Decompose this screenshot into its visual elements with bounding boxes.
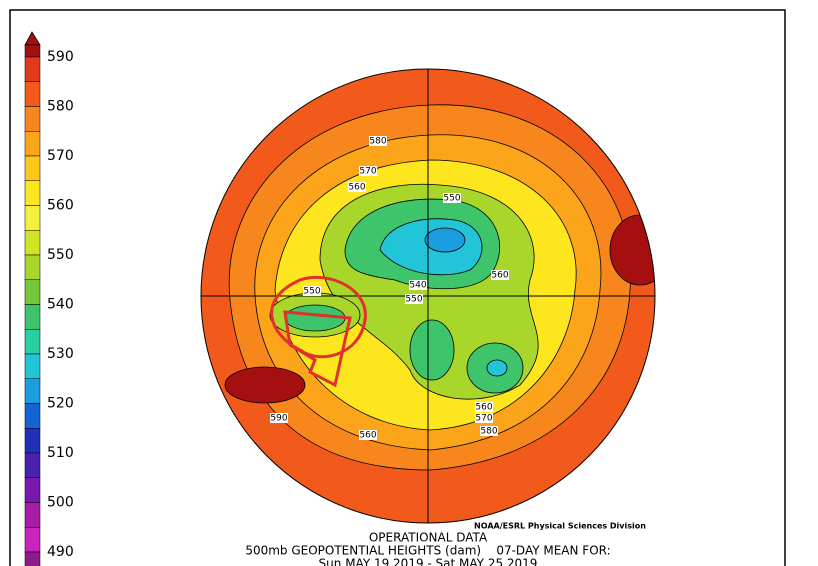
colorbar-swatch [24, 279, 41, 305]
contour-label-bg [359, 166, 377, 176]
credit: NOAA/ESRL Physical Sciences Division [474, 522, 646, 531]
colorbar-swatch [24, 551, 41, 566]
colorbar-swatch [24, 428, 41, 454]
contour-label-bg [270, 413, 288, 423]
contour-label: 570 [359, 167, 376, 177]
contour-label-bg [409, 280, 427, 290]
colorbar-label: 570 [47, 148, 74, 164]
colorbar-swatch [24, 329, 41, 355]
colorbar-swatch [24, 81, 41, 107]
map-border [200, 68, 656, 524]
colorbar-swatch [24, 304, 41, 330]
colorbar-swatch [24, 155, 41, 181]
contour-label-bg [475, 402, 493, 412]
colorbar-swatch [24, 452, 41, 478]
colorbar-cap [24, 31, 41, 46]
contour-label: 570 [475, 414, 492, 424]
contour-label-bg [359, 430, 377, 440]
colorbar-label: 510 [47, 445, 74, 461]
colorbar-swatch [24, 205, 41, 231]
colorbar-swatch [24, 180, 41, 206]
contour-label: 580 [480, 427, 497, 437]
contour-label: 590 [270, 414, 287, 424]
colorbar-swatch [24, 502, 41, 528]
colorbar-label: 550 [47, 247, 74, 263]
contour-label-bg [443, 193, 461, 203]
contour-label: 560 [348, 183, 365, 193]
colorbar-swatch [24, 378, 41, 404]
colorbar-label: 560 [47, 198, 74, 214]
colorbar-swatch [24, 106, 41, 132]
colorbar-label: 530 [47, 346, 74, 362]
frame [9, 9, 786, 566]
colorbar-swatch [24, 131, 41, 157]
contour-label: 550 [303, 287, 320, 297]
contour-label-bg [405, 294, 423, 304]
colorbar-label: 500 [47, 495, 74, 511]
contour-label: 560 [359, 431, 376, 441]
colorbar-swatch [24, 527, 41, 553]
colorbar: 590 580 570 560 550 540 530 520 510 500 490 [24, 31, 74, 566]
colorbar-swatch [24, 403, 41, 429]
contour-label: 550 [405, 295, 422, 305]
colorbar-label: 590 [47, 49, 74, 65]
contour-label-bg [303, 286, 321, 296]
contour-label-bg [475, 413, 493, 423]
colorbar-swatch [24, 56, 41, 82]
colorbar-swatch [24, 254, 41, 280]
colorbar-swatch [24, 230, 41, 256]
colorbar-swatch [24, 44, 41, 58]
contour-label-bg [369, 136, 387, 146]
colorbar-label: 520 [47, 396, 74, 412]
contour-label: 550 [443, 194, 460, 204]
colorbar-label: 580 [47, 99, 74, 115]
colorbar-swatch [24, 353, 41, 379]
contour-label: 560 [475, 403, 492, 413]
annotation [270, 275, 367, 388]
colorbar-swatch [24, 477, 41, 503]
colorbar-label: 540 [47, 297, 74, 313]
contour-label-bg [491, 270, 509, 280]
footer-line: Sun MAY 19 2019 - Sat MAY 25 2019 [319, 557, 538, 566]
contour-label-bg [480, 426, 498, 436]
contour-label: 560 [491, 271, 508, 281]
contour-label: 540 [409, 281, 426, 291]
map [201, 69, 655, 523]
colorbar-label: 490 [47, 544, 74, 560]
contour-label-bg [348, 182, 366, 192]
contour-label: 580 [369, 137, 386, 147]
footer-line: 500mb GEOPOTENTIAL HEIGHTS (dam) 07-DAY … [245, 544, 610, 558]
footer-line: OPERATIONAL DATA [369, 531, 488, 545]
